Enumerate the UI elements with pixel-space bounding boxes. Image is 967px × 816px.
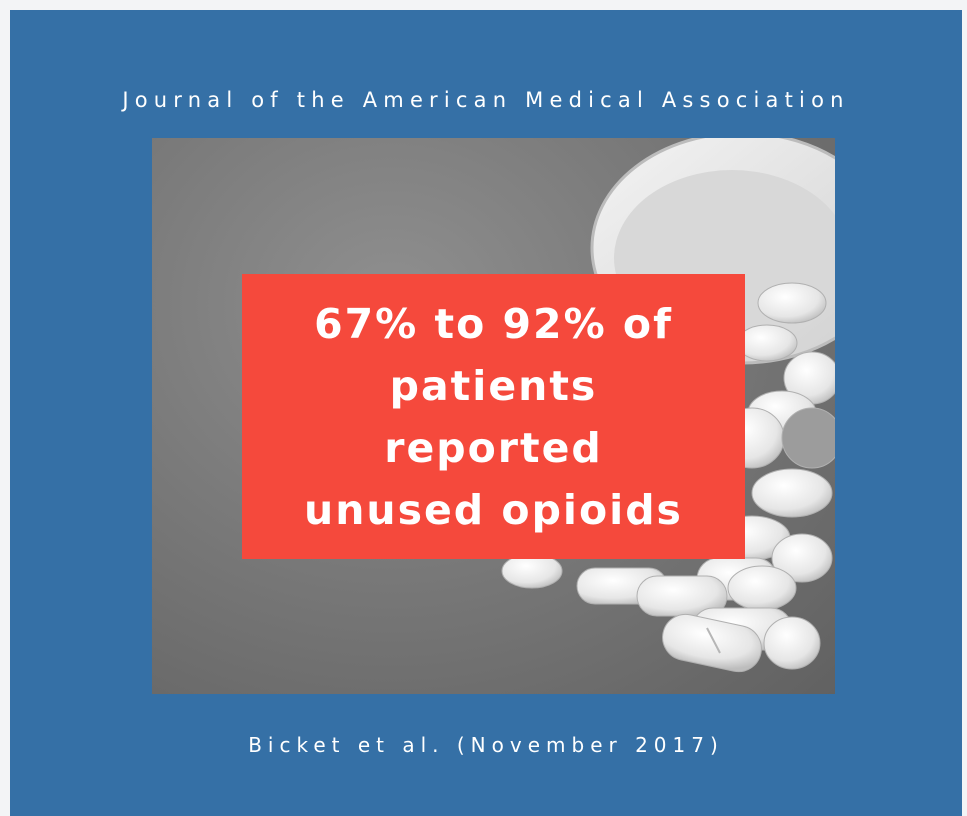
callout-line-1: 67% to 92% of [314,299,673,348]
statistic-callout: 67% to 92% of patients reported unused o… [242,274,745,559]
citation: Bicket et al. (November 2017) [248,733,724,757]
journal-title: Journal of the American Medical Associat… [122,88,850,112]
infographic-card: Journal of the American Medical Associat… [10,10,962,816]
callout-line-4: unused opioids [304,485,683,534]
callout-line-3: reported [384,423,603,472]
callout-line-2: patients [389,361,598,410]
